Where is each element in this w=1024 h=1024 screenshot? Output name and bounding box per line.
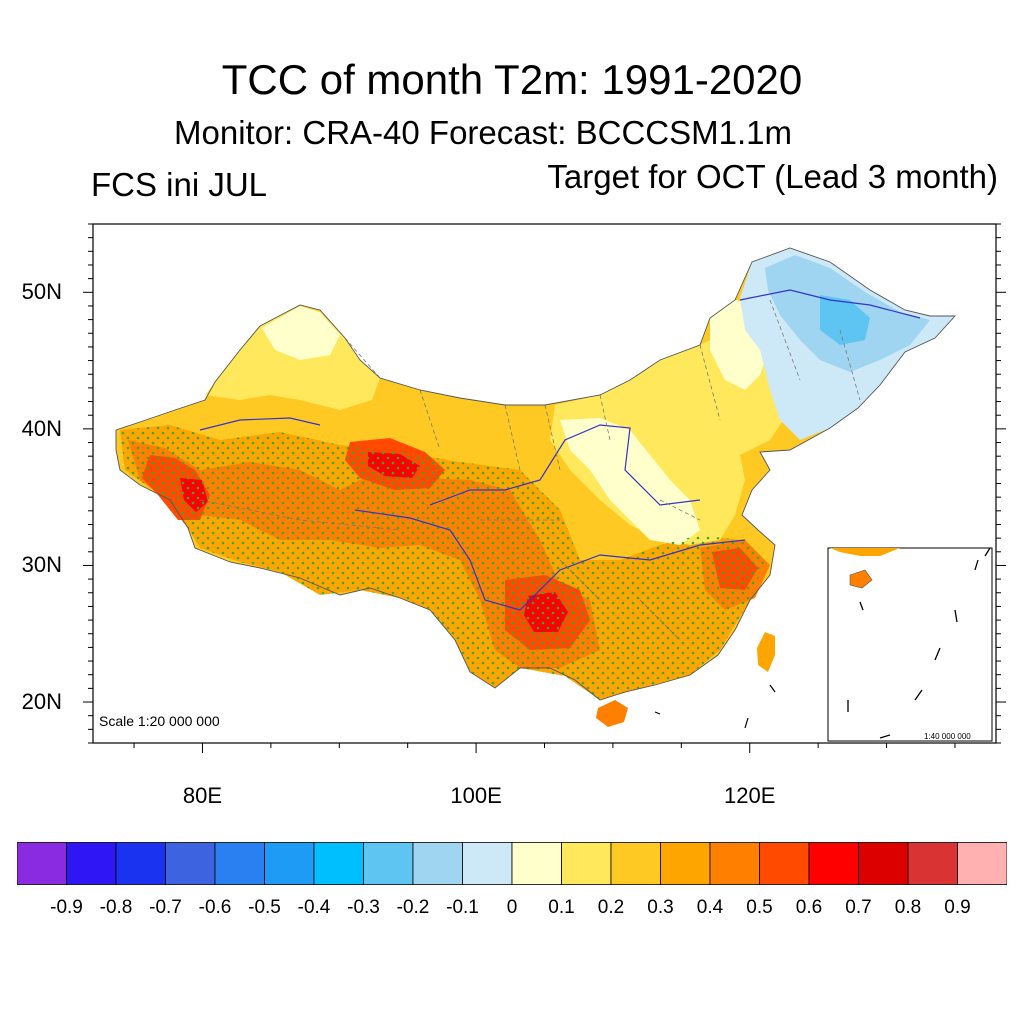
river-yellow xyxy=(429,424,701,506)
colorbar-label: 0.9 xyxy=(944,897,971,918)
colorbar-label: -0.3 xyxy=(347,897,380,918)
inset-map: 1:40 000 000 xyxy=(827,547,993,742)
colorbar-swatch xyxy=(412,842,463,885)
pale-yellow-dzungaria xyxy=(262,306,340,360)
scale-label: Scale 1:20 000 000 xyxy=(99,713,220,729)
inset-coast xyxy=(830,548,900,556)
inset-hainan xyxy=(849,569,873,589)
colorbar-swatch xyxy=(17,842,67,885)
colorbar-swatch xyxy=(858,842,909,885)
colorbar-swatch xyxy=(363,842,414,885)
x-tick-label: 120E xyxy=(724,783,776,808)
hainan xyxy=(596,700,628,727)
colorbar-swatch xyxy=(462,842,513,885)
colorbar-swatch xyxy=(660,842,711,885)
inset-scale-label: 1:40 000 000 xyxy=(924,732,971,741)
colorbar-label: -0.8 xyxy=(99,897,133,918)
x-tick-label: 100E xyxy=(450,783,502,808)
colorbar-label: 0.2 xyxy=(597,897,625,918)
colorbar-swatch xyxy=(561,842,612,885)
colorbar-label: 0.6 xyxy=(795,897,823,918)
country-outline xyxy=(115,247,957,701)
colorbar-swatch xyxy=(808,842,859,885)
colorbar-label: -0.9 xyxy=(50,897,83,918)
inset-dashes xyxy=(847,547,991,739)
colorbar-swatch xyxy=(511,842,562,885)
init-label: FCS ini JUL xyxy=(91,166,268,203)
colorbar-label: 0.8 xyxy=(894,897,922,918)
colorbar-swatch xyxy=(264,842,315,885)
colorbar-label: -0.4 xyxy=(297,897,331,918)
river-heilong xyxy=(739,289,921,319)
colorbar-label: -0.5 xyxy=(248,897,281,918)
colorbar-swatch xyxy=(610,842,661,885)
blue-northeast-core xyxy=(820,295,870,345)
colorbar-label: 0 xyxy=(506,897,518,918)
sea-dashes xyxy=(654,684,776,729)
colorbar-label: -0.6 xyxy=(198,897,232,918)
colorbar-swatch xyxy=(759,842,810,885)
colorbar-swatch xyxy=(165,842,216,885)
colorbar-swatch xyxy=(907,842,958,885)
colorbar-swatch xyxy=(214,842,265,885)
colorbar-swatch xyxy=(313,842,364,885)
x-tick-label: 80E xyxy=(182,783,223,808)
taiwan xyxy=(757,632,775,672)
colorbar-label: 0.1 xyxy=(548,897,575,918)
colorbar-swatch xyxy=(66,842,117,885)
axis-ticks xyxy=(83,223,1006,753)
map-title: TCC of month T2m: 1991-2020 xyxy=(221,56,803,103)
y-tick-label: 20N xyxy=(21,689,62,715)
y-tick-label: 50N xyxy=(21,279,62,305)
colorbar-label: 0.3 xyxy=(647,897,674,918)
significance-stipple xyxy=(120,425,765,700)
river-yangtze xyxy=(354,509,746,611)
china-field xyxy=(115,247,957,729)
province-boundaries xyxy=(199,299,861,641)
colorbar-label: -0.1 xyxy=(446,897,479,918)
map-subtitle: Monitor: CRA-40 Forecast: BCCCSM1.1m xyxy=(174,114,792,151)
colorbar-swatch xyxy=(957,842,1007,885)
colorbar-swatch xyxy=(709,842,760,885)
y-tick-label: 30N xyxy=(21,552,62,578)
river-tarim xyxy=(199,417,321,431)
colorbar xyxy=(17,842,1007,885)
y-tick-label: 40N xyxy=(21,415,62,441)
pale-yellow-north-china xyxy=(560,418,700,545)
colorbar-label: -0.2 xyxy=(396,897,430,918)
colorbar-label: 0.4 xyxy=(696,897,724,918)
colorbar-label: 0.5 xyxy=(746,897,773,918)
colorbar-swatch xyxy=(115,842,166,885)
target-label: Target for OCT (Lead 3 month) xyxy=(547,158,998,195)
colorbar-label: -0.7 xyxy=(149,897,182,918)
colorbar-label: 0.7 xyxy=(845,897,872,918)
